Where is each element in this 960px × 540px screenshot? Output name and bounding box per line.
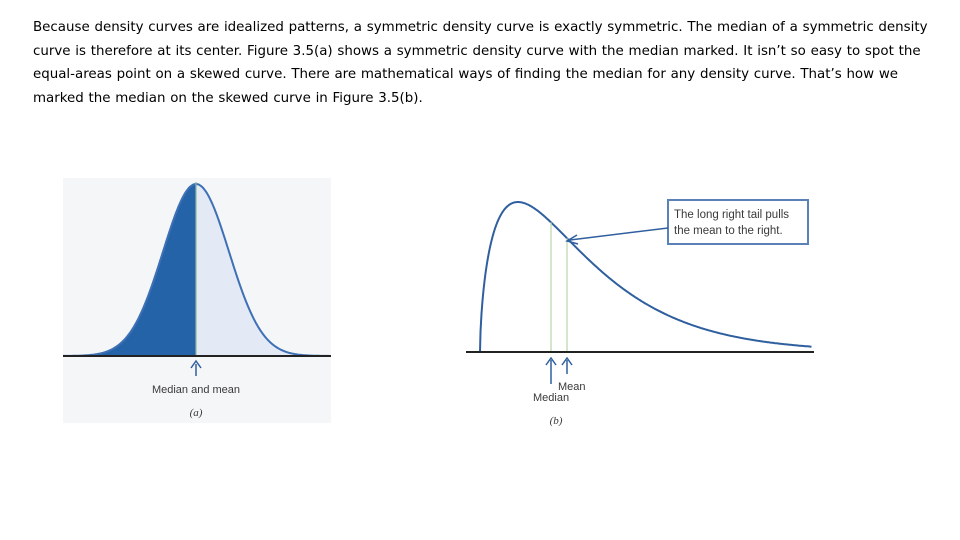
figure-b-caption: (b) [550, 415, 563, 427]
right-half-area [196, 184, 329, 356]
figure-b-canvas: The long right tail pulls the mean to th… [466, 188, 814, 430]
callout-line-1: The long right tail pulls [674, 209, 789, 221]
figure-a: Median and mean (a) [63, 178, 331, 423]
skewed-density-curve [479, 201, 812, 353]
callout-box: The long right tail pulls the mean to th… [667, 199, 809, 245]
median-and-mean-label: Median and mean [152, 384, 240, 396]
body-paragraph: Because density curves are idealized pat… [33, 20, 928, 106]
figure-a-canvas: Median and mean (a) [63, 178, 331, 423]
median-mean-arrow-icon [190, 359, 202, 376]
callout-line-2: the mean to the right. [674, 225, 783, 237]
mean-arrow-icon [561, 356, 573, 374]
mean-label: Mean [558, 381, 586, 393]
left-half-area [63, 184, 196, 356]
median-label: Median [533, 392, 569, 404]
figure-b: The long right tail pulls the mean to th… [466, 188, 814, 430]
figure-a-caption: (a) [190, 407, 203, 419]
callout-arrow-icon [565, 227, 669, 245]
median-arrow-icon [545, 356, 557, 384]
